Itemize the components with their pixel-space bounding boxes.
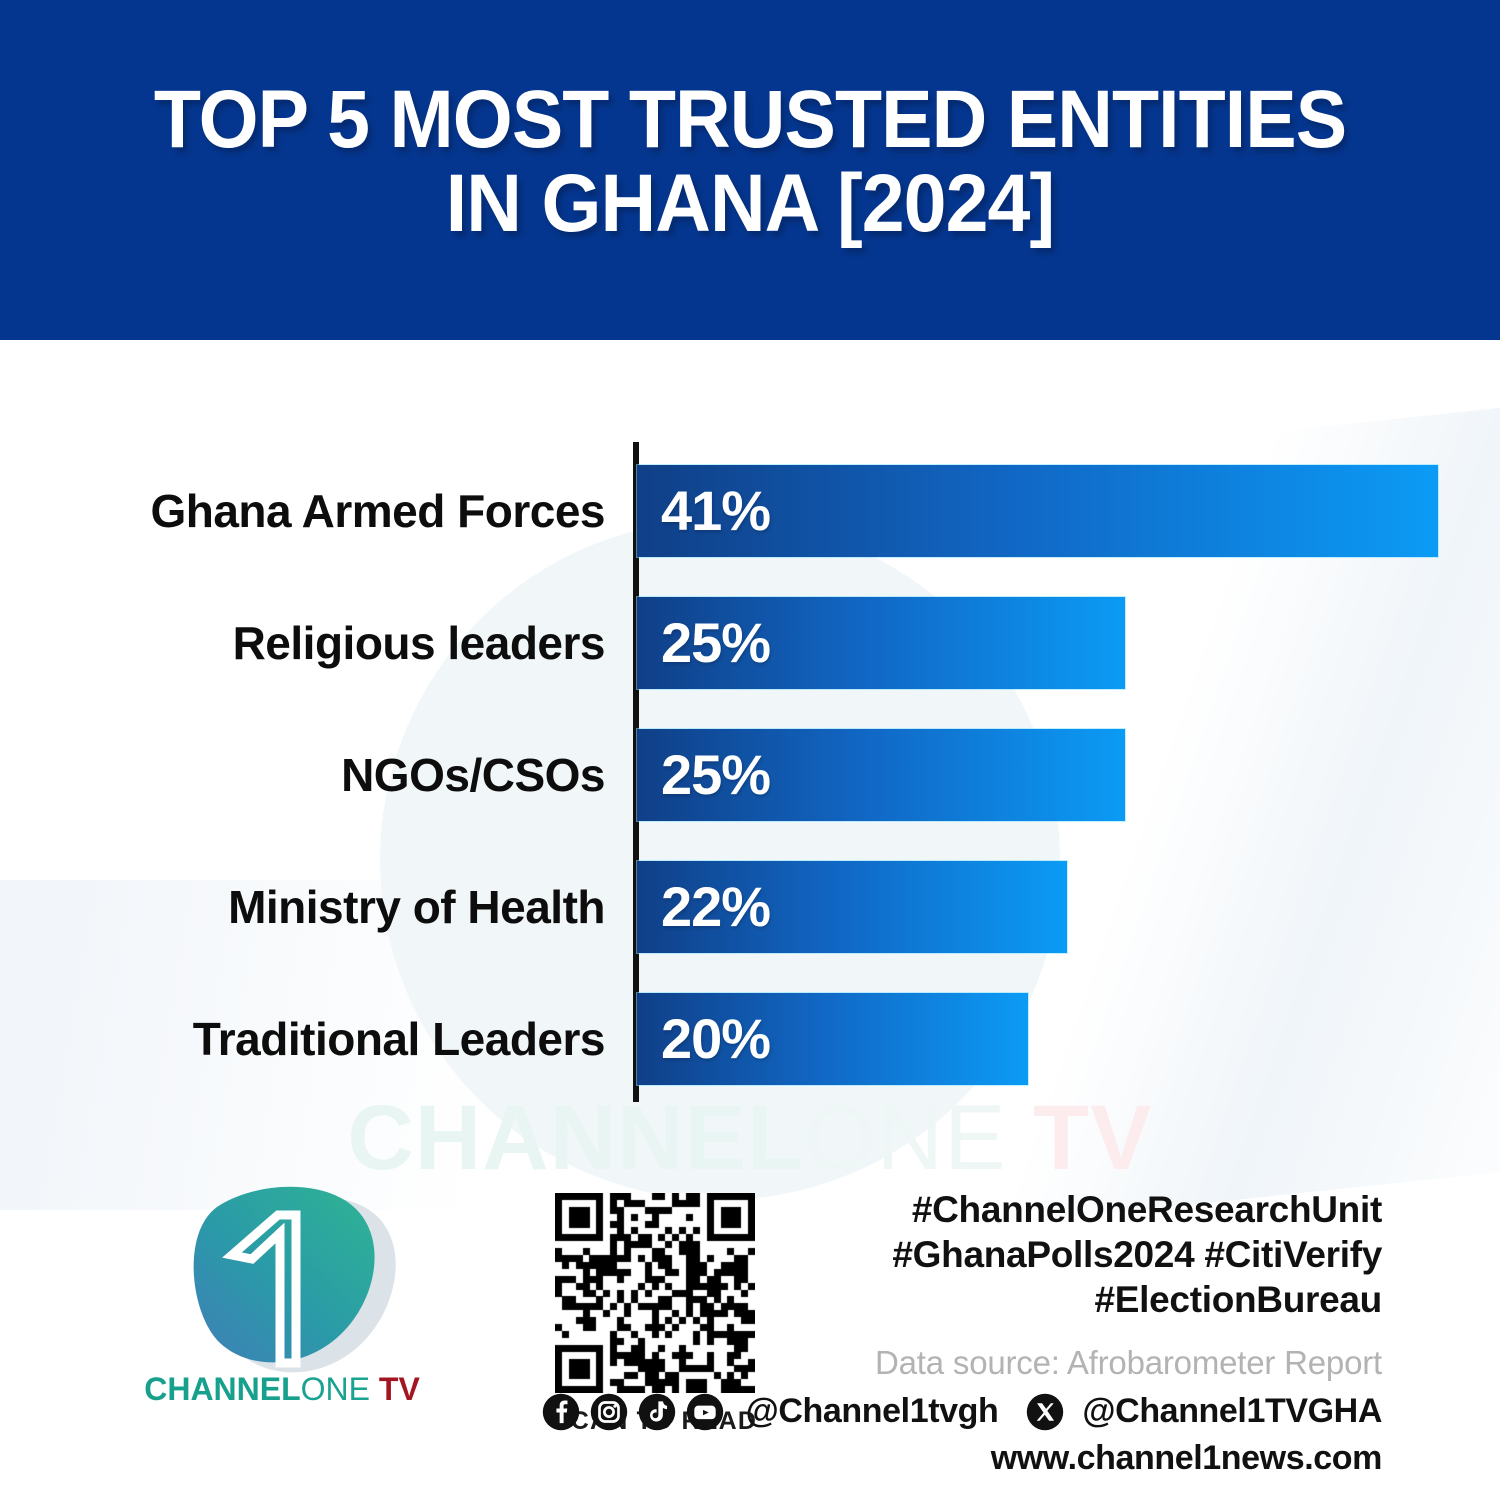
page-title: TOP 5 MOST TRUSTED ENTITIES IN GHANA [20… [153, 74, 1347, 250]
youtube-icon[interactable] [686, 1393, 724, 1431]
footer-right-block: #ChannelOneResearchUnit #GhanaPolls2024 … [542, 1187, 1383, 1478]
chart-axis-line [633, 442, 639, 1102]
bar-value-label: 22% [661, 875, 771, 938]
website-url: www.channel1news.com [990, 1439, 1383, 1478]
tiktok-icon[interactable] [638, 1393, 676, 1431]
bar-row: NGOs/CSOs 25% [0, 729, 1500, 821]
bar-track: 22% [637, 861, 1067, 953]
data-source-text: Data source: Afrobarometer Report [875, 1344, 1382, 1382]
bar-category-label: NGOs/CSOs [341, 749, 605, 801]
bar-value-label: 20% [661, 1007, 771, 1070]
bar-category-label: Religious leaders [232, 617, 606, 669]
bar-value-label: 25% [661, 743, 771, 806]
bar-fill: 20% [637, 993, 1028, 1085]
instagram-icon[interactable] [590, 1393, 628, 1431]
facebook-icon[interactable] [542, 1393, 580, 1431]
bar-category-label: Traditional Leaders [192, 1013, 606, 1065]
qr-code-image[interactable] [555, 1193, 755, 1393]
bar-value-label: 25% [661, 611, 771, 674]
bar-track: 20% [637, 993, 1028, 1085]
x-twitter-icon[interactable] [1026, 1393, 1064, 1431]
bar-fill: 41% [637, 465, 1438, 557]
logo-word-channel: CHANNEL [144, 1371, 301, 1407]
qr-code-block[interactable]: SCAN TO READ [545, 1193, 765, 1436]
bar-row: Ghana Armed Forces 41% [0, 465, 1500, 557]
social-handle-x: @Channel1TVGHA [1082, 1392, 1382, 1431]
bar-row: Religious leaders 25% [0, 597, 1500, 689]
bar-row: Ministry of Health 22% [0, 861, 1500, 953]
bar-track: 41% [637, 465, 1438, 557]
bar-track: 25% [637, 597, 1125, 689]
bar-fill: 22% [637, 861, 1067, 953]
bar-row: Traditional Leaders 20% [0, 993, 1500, 1085]
social-handle-main: @Channel1tvgh [745, 1392, 999, 1431]
bar-fill: 25% [637, 597, 1125, 689]
bar-fill: 25% [637, 729, 1125, 821]
bar-category-label: Ghana Armed Forces [150, 485, 605, 537]
channelone-logo: CHANNELONE TV [122, 1185, 442, 1435]
logo-word-one: ONE [300, 1371, 370, 1407]
header-banner: TOP 5 MOST TRUSTED ENTITIES IN GHANA [20… [0, 0, 1500, 340]
bar-category-label: Ministry of Health [228, 881, 605, 933]
bar-value-label: 41% [661, 479, 771, 542]
logo-word-tv: TV [370, 1371, 420, 1407]
bar-chart: Ghana Armed Forces 41% Religious leaders 25… [0, 430, 1500, 1110]
bar-track: 25% [637, 729, 1125, 821]
channelone-logo-wordmark: CHANNELONE TV [122, 1371, 442, 1408]
footer: CHANNELONE TV SCAN TO READ #ChannelOneRe… [0, 1175, 1500, 1500]
social-handles-row: @Channel1tvgh @Channel1TVGHA [542, 1392, 1382, 1431]
channelone-logo-mark [193, 1186, 396, 1373]
hashtags-text: #ChannelOneResearchUnit #GhanaPolls2024 … [892, 1189, 1382, 1321]
